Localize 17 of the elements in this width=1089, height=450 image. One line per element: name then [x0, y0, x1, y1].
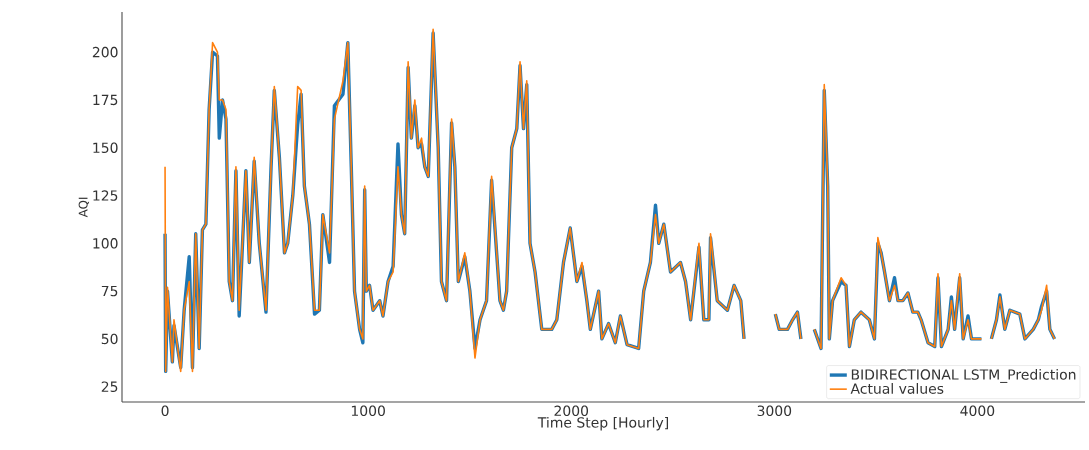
x-tick-label: 2000	[554, 405, 589, 417]
y-tick-label: 125	[93, 190, 118, 201]
legend-label: Actual values	[850, 383, 944, 394]
x-tick-label: 3000	[757, 405, 792, 417]
y-tick-label: 150	[93, 142, 118, 154]
x-axis-title: Time Step [Hourly]	[537, 416, 669, 431]
y-tick-label: 25	[101, 381, 118, 392]
x-tick-label: 1000	[351, 405, 385, 417]
x-tick-label: 0	[161, 405, 169, 417]
y-tick-label: 175	[93, 94, 118, 106]
legend-label: BIDIRECTIONAL LSTM_Prediction	[851, 369, 1076, 383]
y-axis-title: AQI	[78, 197, 90, 218]
x-tick-label: 4000	[960, 405, 995, 417]
y-tick-label: 50	[101, 333, 118, 345]
y-tick-label: 75	[101, 285, 118, 297]
y-tick-label: 200	[92, 46, 118, 58]
y-tick-label: 100	[93, 238, 118, 249]
